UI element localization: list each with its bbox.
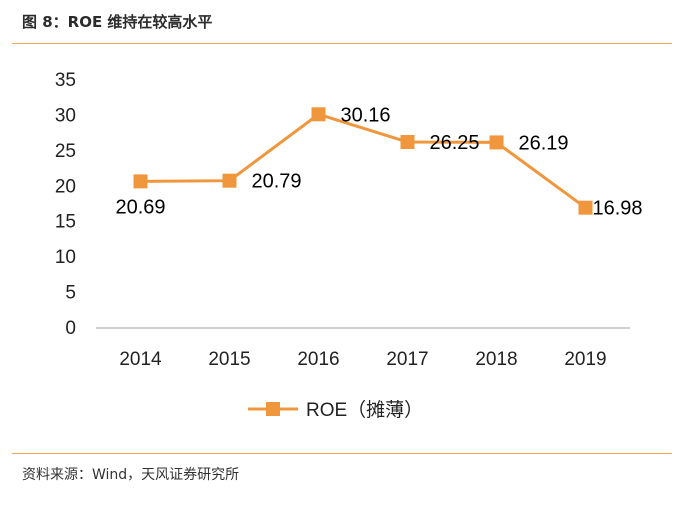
data-label-2018: 26.19 xyxy=(519,132,569,154)
roe-marker-2017 xyxy=(400,135,415,149)
top-rule xyxy=(12,43,672,44)
x-tick-label: 2017 xyxy=(386,349,428,370)
data-label-2016: 30.16 xyxy=(341,104,391,126)
y-tick-label: 30 xyxy=(55,105,76,126)
roe-markers xyxy=(133,107,593,215)
legend: ROE（摊薄） xyxy=(248,399,423,421)
roe-marker-2014 xyxy=(133,174,148,189)
x-tick-label: 2016 xyxy=(297,349,339,370)
x-axis-ticks: 2014 2015 2016 2017 2018 2019 xyxy=(119,349,606,370)
y-tick-label: 25 xyxy=(55,141,76,162)
roe-series-line xyxy=(140,112,587,209)
legend-label: ROE（摊薄） xyxy=(306,399,423,421)
roe-marker-2018 xyxy=(489,135,504,150)
roe-data-labels: 20.69 20.79 30.16 26.25 26.19 16.98 xyxy=(115,104,642,219)
source-note: 资料来源：Wind，天风证券研究所 xyxy=(22,467,240,483)
data-label-2019: 16.98 xyxy=(593,198,643,220)
x-tick-label: 2018 xyxy=(475,349,517,370)
x-tick-label: 2014 xyxy=(119,349,162,370)
roe-marker-2015 xyxy=(222,173,237,188)
y-tick-label: 10 xyxy=(55,247,76,268)
roe-marker-2019 xyxy=(578,200,593,215)
figure-title: 图 8：ROE 维持在较高水平 xyxy=(22,13,213,31)
y-tick-label: 20 xyxy=(55,176,76,197)
y-axis-ticks: 0 5 10 15 20 25 30 35 xyxy=(55,70,76,339)
y-tick-label: 35 xyxy=(55,70,76,91)
y-tick-label: 0 xyxy=(65,318,76,339)
x-tick-label: 2019 xyxy=(564,349,606,370)
legend-marker-swatch xyxy=(266,402,280,416)
y-tick-label: 5 xyxy=(65,283,76,304)
data-label-2014: 20.69 xyxy=(115,196,165,218)
data-label-2015: 20.79 xyxy=(252,171,302,193)
bottom-rule xyxy=(12,453,672,454)
data-label-2017: 26.25 xyxy=(430,132,480,154)
y-tick-label: 15 xyxy=(55,212,76,233)
x-tick-label: 2015 xyxy=(208,349,250,370)
roe-marker-2016 xyxy=(311,107,326,122)
